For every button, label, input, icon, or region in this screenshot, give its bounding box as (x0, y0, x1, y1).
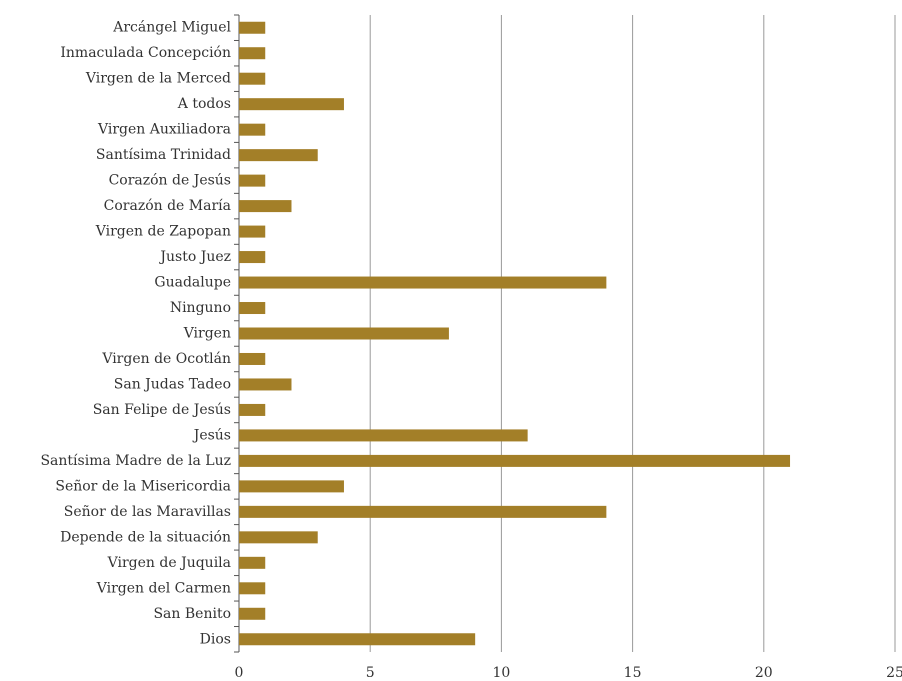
bar (239, 633, 476, 646)
bar (239, 21, 266, 34)
bar (239, 72, 266, 85)
y-tick-label: Justo Juez (158, 249, 231, 265)
y-tick-label: Dios (200, 631, 231, 647)
y-tick-label: Virgen (183, 326, 231, 342)
y-tick-label: Jesús (192, 427, 231, 443)
bar (239, 505, 607, 518)
y-tick-label: Corazón de Jesús (109, 173, 231, 189)
bar (239, 123, 266, 136)
x-tick-label: 10 (492, 665, 510, 681)
y-tick-label: San Judas Tadeo (114, 376, 231, 392)
y-tick-label: Guadalupe (154, 275, 231, 291)
y-tick-label: Depende de la situación (60, 529, 231, 545)
y-tick-label: Corazón de María (104, 198, 231, 214)
y-tick-label: Ninguno (170, 300, 231, 316)
y-tick-label: Virgen de Zapopan (95, 224, 231, 240)
bar (239, 276, 607, 289)
bar (239, 531, 318, 544)
y-tick-label: Señor de las Maravillas (64, 504, 231, 520)
bar (239, 302, 266, 315)
bar (239, 582, 266, 595)
y-tick-label: Inmaculada Concepción (60, 45, 231, 61)
y-tick-label: Virgen de Juquila (107, 555, 231, 571)
bar (239, 378, 292, 391)
x-tick-label: 0 (235, 665, 244, 681)
bar (239, 174, 266, 187)
bar (239, 480, 344, 493)
x-tick-label: 20 (755, 665, 773, 681)
y-tick-label: Virgen de la Merced (85, 71, 231, 87)
x-tick-label: 25 (886, 665, 902, 681)
y-tick-label: Señor de la Misericordia (55, 478, 231, 494)
bar (239, 327, 449, 340)
y-tick-label: San Felipe de Jesús (93, 402, 231, 418)
y-tick-label: Arcángel Miguel (112, 20, 231, 36)
bar (239, 200, 292, 213)
y-tick-label: A todos (177, 96, 231, 112)
bar (239, 149, 318, 162)
bar (239, 556, 266, 569)
bar (239, 454, 791, 467)
y-tick-label: Virgen Auxiliadora (97, 122, 231, 138)
y-tick-label: San Benito (153, 606, 231, 622)
bar (239, 225, 266, 238)
x-tick-label: 5 (366, 665, 375, 681)
bar (239, 607, 266, 620)
bar (239, 429, 528, 442)
bar (239, 251, 266, 264)
bar (239, 352, 266, 365)
y-tick-label: Virgen de Ocotlán (101, 351, 231, 367)
bar (239, 98, 344, 111)
y-tick-label: Virgen del Carmen (96, 580, 231, 596)
y-tick-label: Santísima Trinidad (96, 147, 231, 163)
x-tick-label: 15 (624, 665, 642, 681)
bar (239, 47, 266, 60)
bar (239, 403, 266, 416)
y-tick-label: Santísima Madre de la Luz (40, 453, 231, 469)
